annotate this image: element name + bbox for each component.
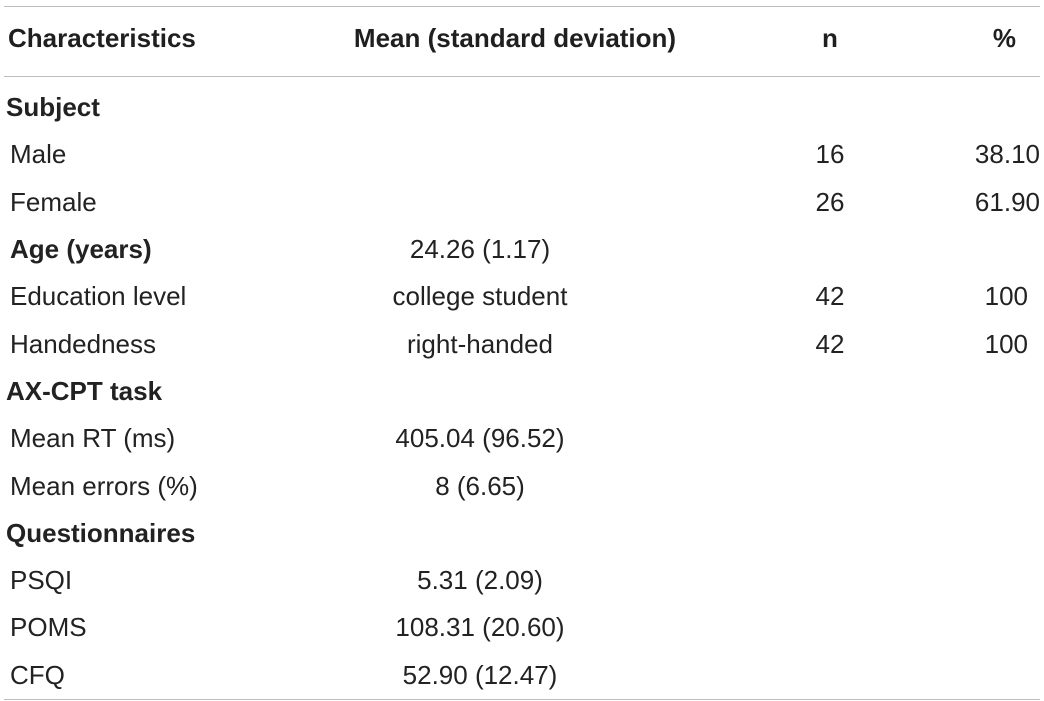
table-row-mean-rt: Mean RT (ms) 405.04 (96.52) [0, 415, 1044, 462]
row-n [720, 652, 940, 699]
row-n: 26 [815, 186, 845, 217]
row-n [720, 557, 940, 604]
row-pct [940, 415, 1044, 462]
table-row-mean-errors: Mean errors (%) 8 (6.65) [0, 462, 1044, 509]
row-n [720, 462, 940, 509]
table-row-male: Male 16 38.10 [0, 131, 1044, 178]
row-pct [940, 368, 1044, 415]
row-label: Subject [6, 92, 100, 123]
row-label: Male [10, 139, 67, 170]
row-pct [940, 557, 1044, 604]
row-label: Education level [10, 281, 187, 312]
table-row-female: Female 26 61.90 [0, 179, 1044, 226]
row-mean: 5.31 (2.09) [417, 565, 543, 596]
row-mean: college student [392, 281, 568, 312]
header-characteristics: Characteristics [8, 22, 196, 53]
row-mean [320, 131, 720, 178]
row-mean: 8 (6.65) [435, 470, 525, 501]
row-pct [940, 76, 1044, 131]
table-bottom-rule [4, 699, 1040, 700]
row-pct [940, 652, 1044, 699]
row-pct: 100 [984, 328, 1028, 359]
row-n [720, 368, 940, 415]
row-label: POMS [10, 612, 87, 643]
row-label: Female [10, 186, 97, 217]
row-label: AX-CPT task [6, 375, 163, 406]
table-row-axcpt: AX-CPT task [0, 368, 1044, 415]
header-percent: % [992, 22, 1016, 53]
row-label: Mean RT (ms) [10, 423, 176, 454]
table-header-row: Characteristics Mean (standard deviation… [0, 0, 1044, 76]
row-label: Mean errors (%) [10, 470, 198, 501]
table-row-poms: POMS 108.31 (20.60) [0, 604, 1044, 651]
table-header-rule [4, 76, 1040, 77]
row-n: 42 [815, 328, 845, 359]
row-pct [940, 510, 1044, 557]
row-n [720, 226, 940, 273]
row-label: CFQ [10, 659, 65, 690]
table-top-rule [4, 6, 1040, 7]
row-pct: 38.10 [974, 139, 1040, 170]
row-mean: 52.90 (12.47) [402, 659, 558, 690]
row-mean: 108.31 (20.60) [395, 612, 565, 643]
row-n [720, 76, 940, 131]
row-n [720, 604, 940, 651]
row-pct [940, 226, 1044, 273]
row-n: 42 [815, 281, 845, 312]
row-mean: 24.26 (1.17) [409, 234, 551, 265]
row-mean: right-handed [407, 328, 553, 359]
table-row-cfq: CFQ 52.90 (12.47) [0, 652, 1044, 699]
row-mean [320, 76, 720, 131]
row-mean [320, 510, 720, 557]
row-pct [940, 604, 1044, 651]
table-row-psqi: PSQI 5.31 (2.09) [0, 557, 1044, 604]
row-n: 16 [815, 139, 845, 170]
row-label: Age (years) [10, 234, 152, 265]
row-mean [320, 368, 720, 415]
row-label: Questionnaires [6, 517, 196, 548]
table-row-age: Age (years) 24.26 (1.17) [0, 226, 1044, 273]
header-n: n [822, 22, 838, 53]
table-row-subject: Subject [0, 76, 1044, 131]
row-label: PSQI [10, 565, 73, 596]
row-n [720, 510, 940, 557]
row-pct: 61.90 [974, 186, 1040, 217]
row-label: Handedness [10, 328, 156, 359]
row-mean: 405.04 (96.52) [395, 423, 565, 454]
header-mean-sd: Mean (standard deviation) [353, 22, 677, 53]
table-row-handedness: Handedness right-handed 42 100 [0, 320, 1044, 367]
table-row-education: Education level college student 42 100 [0, 273, 1044, 320]
row-n [720, 415, 940, 462]
row-pct [940, 462, 1044, 509]
row-pct: 100 [984, 281, 1028, 312]
table-row-questionnaires: Questionnaires [0, 510, 1044, 557]
row-mean [320, 179, 720, 226]
